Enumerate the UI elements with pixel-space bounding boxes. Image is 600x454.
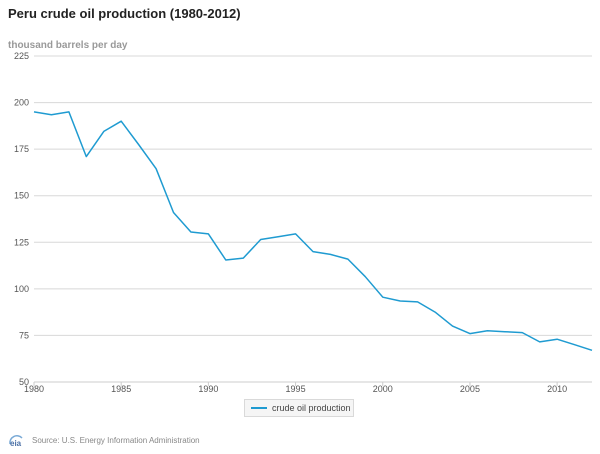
- x-tick-label-2010: 2010: [547, 384, 567, 394]
- data-point-1996[interactable]: [310, 249, 316, 255]
- y-tick-label-175: 175: [14, 144, 29, 154]
- data-point-1994[interactable]: [275, 234, 281, 240]
- y-tick-label-75: 75: [19, 330, 29, 340]
- x-tick-label-2000: 2000: [373, 384, 393, 394]
- data-point-1986[interactable]: [136, 141, 142, 147]
- y-tick-label-50: 50: [19, 377, 29, 387]
- data-point-2010[interactable]: [554, 336, 560, 342]
- data-point-1990[interactable]: [205, 231, 211, 237]
- series-group: [31, 109, 595, 353]
- y-axis-ticks: 50 75 100 125 150 175 200 225: [14, 51, 29, 387]
- data-point-2003[interactable]: [432, 309, 438, 315]
- x-tick-label-1985: 1985: [111, 384, 131, 394]
- data-point-1988[interactable]: [171, 209, 177, 215]
- x-axis-ticks: 1980 1985 1990 1995 2000 2005 2010: [24, 382, 567, 394]
- data-point-2000[interactable]: [380, 294, 386, 300]
- data-point-1998[interactable]: [345, 256, 351, 262]
- y-tick-label-200: 200: [14, 98, 29, 108]
- series-line-0[interactable]: [33, 111, 593, 352]
- data-point-2008[interactable]: [519, 330, 525, 336]
- data-point-1987[interactable]: [153, 166, 159, 172]
- data-point-1981[interactable]: [48, 112, 54, 118]
- data-point-2004[interactable]: [450, 323, 456, 329]
- legend[interactable]: crude oil production: [244, 399, 354, 417]
- y-tick-label-100: 100: [14, 284, 29, 294]
- data-point-1997[interactable]: [327, 251, 333, 257]
- data-point-2012[interactable]: [589, 347, 595, 353]
- data-point-2002[interactable]: [415, 299, 421, 305]
- data-point-1985[interactable]: [118, 118, 124, 124]
- chart-title: Peru crude oil production (1980-2012): [8, 6, 241, 21]
- data-point-1993[interactable]: [258, 236, 264, 242]
- x-tick-label-1990: 1990: [198, 384, 218, 394]
- y-tick-label-225: 225: [14, 51, 29, 61]
- source-text: Source: U.S. Energy Information Administ…: [32, 435, 200, 445]
- data-point-1980[interactable]: [31, 109, 37, 115]
- data-point-1984[interactable]: [101, 128, 107, 134]
- data-point-1983[interactable]: [83, 154, 89, 160]
- x-tick-label-2005: 2005: [460, 384, 480, 394]
- eia-logo: eia: [8, 432, 24, 448]
- data-point-2007[interactable]: [502, 329, 508, 335]
- data-point-2006[interactable]: [484, 328, 490, 334]
- data-point-2009[interactable]: [537, 339, 543, 345]
- x-tick-label-1980: 1980: [24, 384, 44, 394]
- y-axis-label: thousand barrels per day: [8, 40, 128, 51]
- data-point-1992[interactable]: [240, 255, 246, 261]
- y-tick-label-125: 125: [14, 237, 29, 247]
- x-tick-label-1995: 1995: [286, 384, 306, 394]
- gridlines: [34, 55, 592, 383]
- data-point-1999[interactable]: [362, 274, 368, 280]
- data-point-2005[interactable]: [467, 331, 473, 337]
- y-tick-label-150: 150: [14, 191, 29, 201]
- legend-label: crude oil production: [272, 403, 351, 413]
- data-point-2001[interactable]: [397, 298, 403, 304]
- data-point-1995[interactable]: [293, 231, 299, 237]
- footer: eia Source: U.S. Energy Information Admi…: [8, 432, 200, 448]
- data-point-2011[interactable]: [572, 342, 578, 348]
- svg-text:eia: eia: [10, 439, 22, 448]
- data-point-1989[interactable]: [188, 229, 194, 235]
- data-point-1982[interactable]: [66, 109, 72, 115]
- data-point-1991[interactable]: [223, 257, 229, 263]
- legend-swatch: [251, 407, 267, 409]
